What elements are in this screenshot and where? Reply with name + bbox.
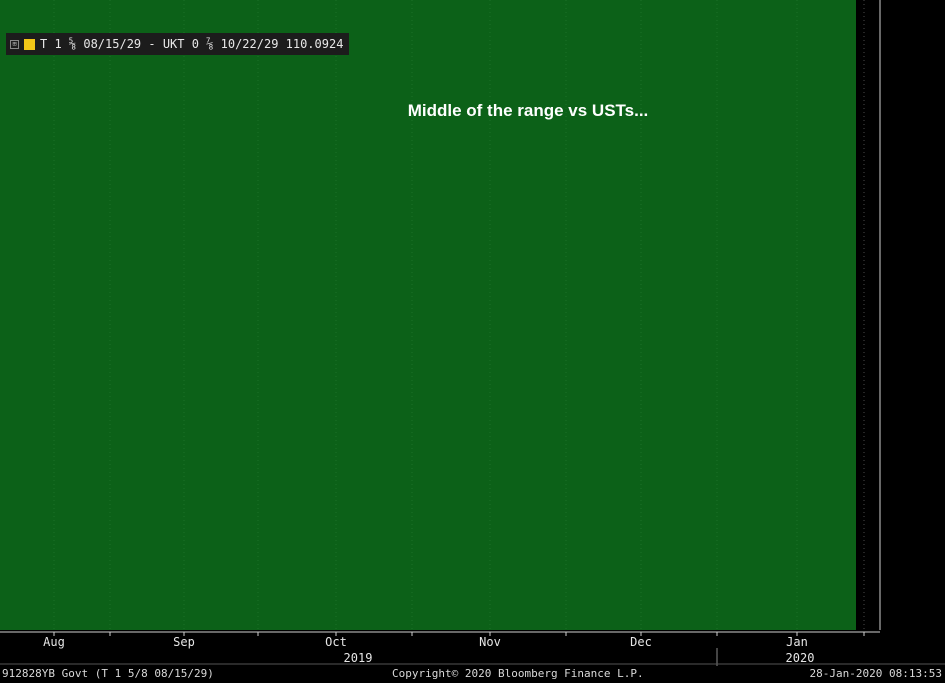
footer-security: 912828YB Govt (T 1 5/8 08/15/29) <box>2 667 214 680</box>
series-area <box>0 0 856 630</box>
axes: 95100105110115120125AugSepOctNovDecJan20… <box>0 0 945 666</box>
x-tick-label: Aug <box>43 635 65 649</box>
chart-title: Middle of the range vs USTs... <box>408 101 649 120</box>
x-year-label: 2019 <box>344 651 373 665</box>
x-year-label: 2020 <box>786 651 815 665</box>
x-tick-label: Sep <box>173 635 195 649</box>
legend-swatch <box>24 38 35 50</box>
series-fill <box>0 0 856 630</box>
x-tick-label: Nov <box>479 635 501 649</box>
legend-label: T 1 ⅝ 08/15/29 - UKT 0 ⅞ 10/22/29 110.09… <box>40 37 344 51</box>
x-tick-label: Dec <box>630 635 652 649</box>
legend-toggle-icon[interactable]: ⊞ <box>10 39 19 49</box>
footer-copyright: Copyright© 2020 Bloomberg Finance L.P. <box>392 667 644 680</box>
footer-timestamp: 28-Jan-2020 08:13:53 <box>809 667 942 680</box>
legend[interactable]: ⊞ T 1 ⅝ 08/15/29 - UKT 0 ⅞ 10/22/29 110.… <box>6 33 350 55</box>
x-tick-label: Oct <box>325 635 347 649</box>
x-tick-label: Jan <box>786 635 808 649</box>
